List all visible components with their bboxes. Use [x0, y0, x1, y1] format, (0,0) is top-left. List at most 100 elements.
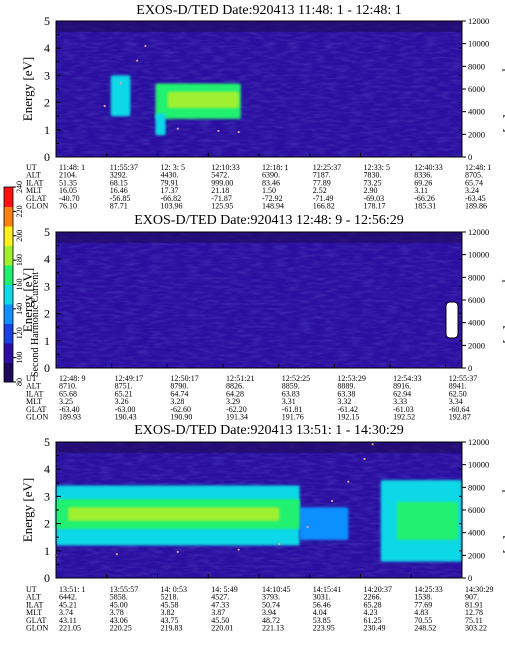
energy-tick-label: 0: [44, 361, 50, 375]
info-cell: 8916.: [393, 382, 411, 391]
energy-axis-label: Energy [eV]: [20, 268, 35, 332]
info-cell: 65.74: [465, 178, 483, 187]
info-cell: 12:52:25: [282, 374, 310, 383]
energy-tick-label: 5: [44, 435, 50, 449]
info-cell: 12:55:37: [449, 374, 477, 383]
info-cell: 12: 3: 5: [161, 163, 185, 172]
info-cell: 2.90: [364, 186, 378, 195]
temperature-tick-label: 10000: [468, 250, 489, 260]
energy-tick-label: 4: [44, 462, 50, 476]
temperature-point: [330, 499, 334, 503]
colorbar-tick-label: 140: [15, 303, 24, 315]
info-cell: 3.24: [465, 186, 479, 195]
info-cell: 3793.: [262, 593, 280, 602]
colorbar-tick-label: 220: [15, 205, 24, 217]
info-row-label: ALT: [26, 593, 41, 602]
info-row-label: MLT: [26, 608, 42, 617]
info-cell: 14: 5:49: [211, 585, 237, 594]
energy-tick-label: 2: [44, 307, 50, 321]
temperature-tick-label: 8000: [468, 272, 485, 282]
temperature-point: [237, 548, 240, 551]
temperature-point: [306, 525, 309, 529]
energy-tick-label: 3: [44, 68, 50, 82]
info-cell: 70.55: [414, 616, 432, 625]
info-cell: 8790.: [170, 382, 188, 391]
info-cell: 223.95: [313, 624, 335, 633]
info-cell: 45.21: [59, 600, 77, 609]
panel-title: EXOS-D/TED Date:920413 11:48: 1 - 12:48:…: [136, 3, 401, 18]
info-cell: 2266.: [364, 593, 382, 602]
info-cell: 62.94: [393, 389, 411, 398]
info-cell: 4527.: [211, 593, 229, 602]
info-cell: 303.22: [465, 624, 487, 633]
temperature-tick-label: 6000: [468, 295, 485, 305]
temperature-point: [217, 129, 220, 133]
temperature-tick-label: 8000: [468, 61, 485, 71]
info-cell: 192.52: [393, 413, 415, 422]
info-cell: 77.89: [313, 178, 331, 187]
info-cell: 75.11: [465, 616, 483, 625]
temperature-tick-label: 12000: [468, 437, 489, 447]
energy-tick-label: 5: [44, 14, 50, 28]
info-cell: 48.72: [262, 616, 280, 625]
info-row-label: UT: [26, 374, 37, 383]
temperature-tick-label: 2000: [468, 129, 485, 139]
info-cell: 65.68: [59, 389, 77, 398]
colorbar-tick-label: 100: [15, 352, 24, 364]
info-cell: 189.93: [59, 413, 81, 422]
info-cell: 12:33: 5: [364, 163, 390, 172]
info-cell: 219.83: [161, 624, 183, 633]
temperature-tick-label: 10000: [468, 460, 489, 470]
colorbar-segment: [4, 206, 13, 227]
colorbar-tick-label: 240: [15, 181, 24, 193]
info-row-label: MLT: [26, 186, 42, 195]
info-cell: 43.75: [161, 616, 179, 625]
info-cell: -63.45: [465, 194, 486, 203]
temperature-tick-label: 8000: [468, 482, 485, 492]
energy-tick-label: 3: [44, 279, 50, 293]
info-cell: 1538.: [414, 593, 432, 602]
info-cell: 190.90: [170, 413, 192, 422]
info-row-label: ILAT: [26, 389, 43, 398]
info-cell: 192.15: [337, 413, 359, 422]
colorbar-segment: [4, 187, 13, 207]
info-cell: -61.42: [337, 405, 358, 414]
temperature-tick-label: 6000: [468, 505, 485, 515]
info-cell: 8826.: [226, 382, 244, 391]
side-handle: [445, 301, 459, 339]
info-cell: 3.28: [170, 397, 184, 406]
info-cell: 3.78: [110, 608, 124, 617]
info-cell: 125.95: [211, 202, 233, 211]
info-cell: 83.46: [262, 178, 280, 187]
info-cell: 50.74: [262, 600, 280, 609]
plot-texture: [56, 232, 462, 368]
info-cell: 12:51:21: [226, 374, 254, 383]
info-row-label: UT: [26, 585, 37, 594]
energy-tick-label: 1: [44, 544, 50, 558]
energy-axis-label: Energy [eV]: [20, 57, 35, 121]
info-cell: 8941.: [449, 382, 467, 391]
plot-top-band: [56, 21, 462, 32]
info-cell: 103.96: [161, 202, 183, 211]
info-cell: 87.71: [110, 202, 128, 211]
info-cell: 148.94: [262, 202, 284, 211]
info-row-label: ILAT: [26, 600, 43, 609]
info-cell: 8751.: [115, 382, 133, 391]
temperature-tick-label: 0: [468, 363, 472, 373]
energy-tick-label: 2: [44, 96, 50, 110]
temperature-tick-label: 0: [468, 152, 472, 162]
info-cell: 68.15: [110, 178, 128, 187]
colorbar-segment: [4, 265, 13, 285]
panel-2: [55, 231, 466, 369]
energy-tick-label: 0: [44, 571, 50, 585]
info-cell: 1.50: [262, 186, 276, 195]
temperature-axis-label: Temperature [K]: [502, 46, 505, 133]
temperature-point: [119, 82, 123, 85]
info-cell: 189.86: [465, 202, 487, 211]
info-cell: 14:15:41: [313, 585, 341, 594]
energy-tick-label: 1: [44, 123, 50, 137]
info-cell: 45.58: [161, 600, 179, 609]
info-row-label: ALT: [26, 171, 41, 180]
info-cell: 12:40:33: [414, 163, 442, 172]
